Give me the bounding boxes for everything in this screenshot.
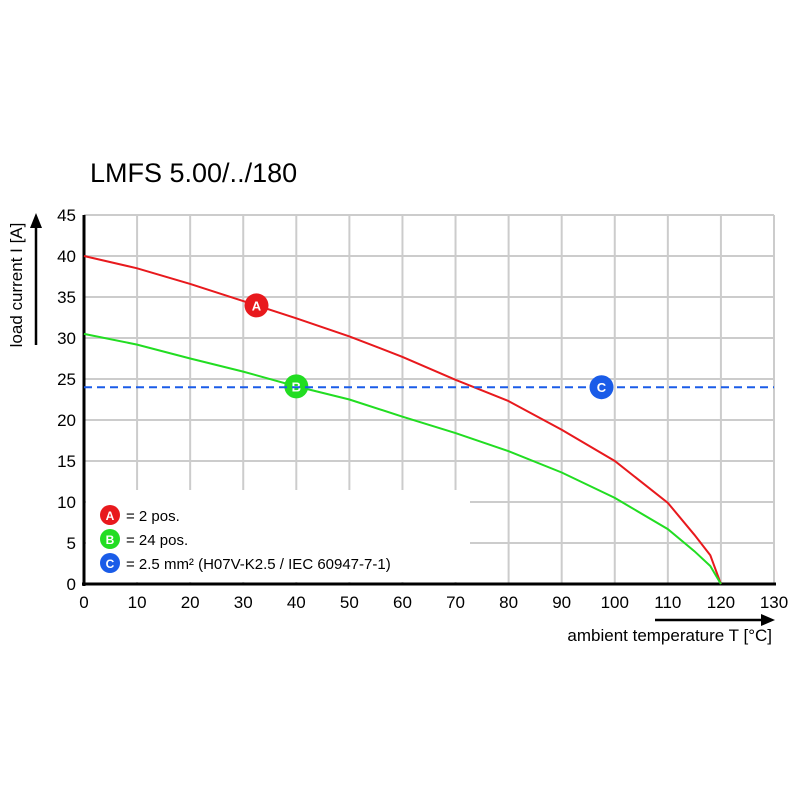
y-tick-label: 35 <box>57 288 76 307</box>
legend-marker-b <box>100 529 120 549</box>
y-tick-label: 30 <box>57 329 76 348</box>
series-marker-c <box>589 375 614 400</box>
x-tick-label: 20 <box>181 593 200 612</box>
x-tick-label: 50 <box>340 593 359 612</box>
series-marker-label: A <box>252 298 262 313</box>
x-arrow-head-icon <box>761 614 775 626</box>
y-tick-label: 20 <box>57 411 76 430</box>
x-tick-label: 70 <box>446 593 465 612</box>
legend-entry: = 24 pos. <box>126 532 188 549</box>
x-tick-label: 100 <box>601 593 629 612</box>
legend-marker-label: A <box>106 509 115 523</box>
legend-marker-label: C <box>106 557 115 571</box>
x-tick-label: 130 <box>760 593 788 612</box>
y-tick-label: 15 <box>57 452 76 471</box>
series-line-a <box>83 255 722 585</box>
x-tick-label: 120 <box>707 593 735 612</box>
x-tick-label: 10 <box>128 593 147 612</box>
y-tick-label: 5 <box>67 534 76 553</box>
y-axis-label: load current I [A] <box>7 223 26 348</box>
legend-entry: = 2 pos. <box>126 508 180 525</box>
series-marker-label: C <box>597 380 607 395</box>
x-tick-label: 0 <box>79 593 88 612</box>
x-tick-label: 30 <box>234 593 253 612</box>
y-tick-label: 25 <box>57 370 76 389</box>
series-marker-a <box>244 293 269 318</box>
y-tick-label: 10 <box>57 493 76 512</box>
x-tick-label: 40 <box>287 593 306 612</box>
y-arrow-head-icon <box>30 213 42 228</box>
series-line-b <box>83 332 722 585</box>
chart-title: LMFS 5.00/../180 <box>90 158 298 188</box>
legend-marker-label: B <box>106 533 115 547</box>
y-tick-label: 0 <box>67 575 76 594</box>
y-tick-label: 40 <box>57 247 76 266</box>
x-tick-label: 80 <box>499 593 518 612</box>
x-tick-label: 90 <box>552 593 571 612</box>
x-axis-label: ambient temperature T [°C] <box>567 626 772 645</box>
y-tick-label: 45 <box>57 206 76 225</box>
legend-marker-a <box>100 505 120 525</box>
x-tick-label: 110 <box>654 593 681 612</box>
x-tick-label: 60 <box>393 593 412 612</box>
legend-marker-c <box>100 553 120 573</box>
legend-background <box>86 490 470 582</box>
legend-entry: = 2.5 mm² (H07V-K2.5 / IEC 60947-7-1) <box>126 556 391 573</box>
